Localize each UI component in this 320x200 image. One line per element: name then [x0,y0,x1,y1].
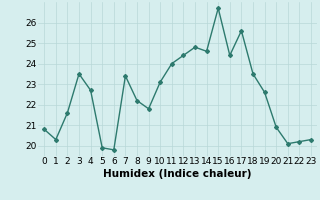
X-axis label: Humidex (Indice chaleur): Humidex (Indice chaleur) [103,169,252,179]
